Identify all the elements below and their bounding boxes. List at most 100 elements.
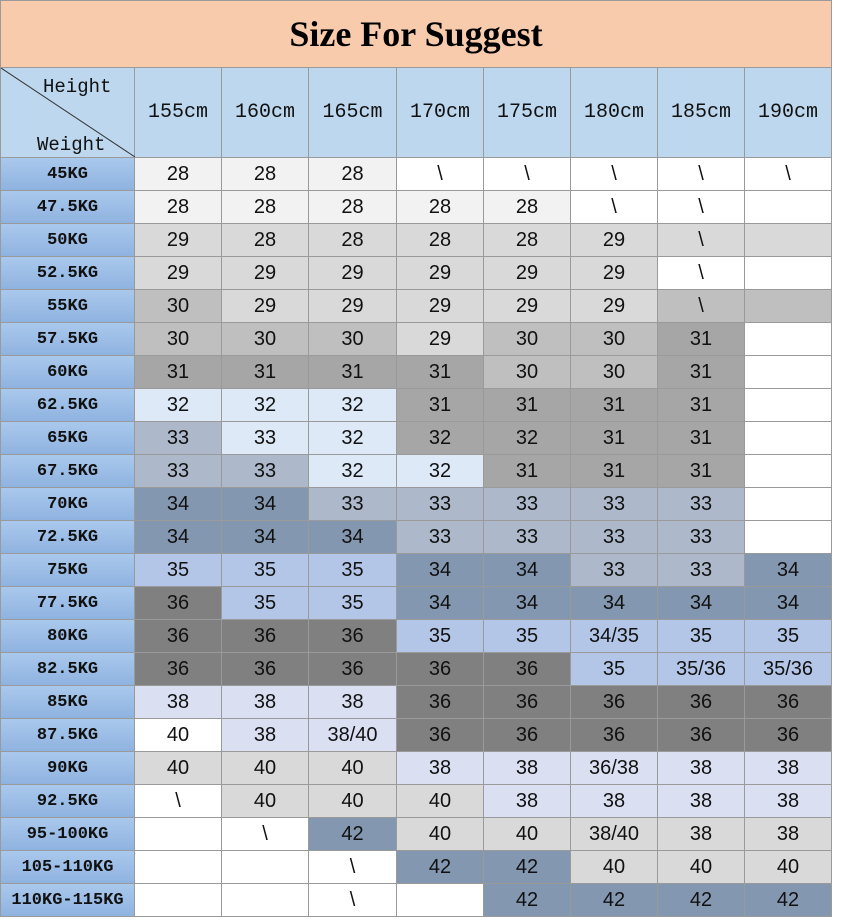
size-cell: 33 bbox=[222, 422, 309, 455]
column-header: 170cm bbox=[397, 68, 484, 158]
size-cell: 29 bbox=[397, 323, 484, 356]
size-cell bbox=[745, 356, 832, 389]
size-cell: 31 bbox=[571, 455, 658, 488]
row-label: 80KG bbox=[0, 620, 135, 653]
size-cell bbox=[135, 884, 222, 917]
size-cell: 30 bbox=[484, 323, 571, 356]
size-cell: 36 bbox=[484, 686, 571, 719]
size-cell: \ bbox=[309, 884, 397, 917]
size-cell: 36 bbox=[745, 686, 832, 719]
size-cell: 36 bbox=[397, 686, 484, 719]
size-cell: 38 bbox=[309, 686, 397, 719]
row-label: 72.5KG bbox=[0, 521, 135, 554]
size-cell: 31 bbox=[484, 455, 571, 488]
row-label: 50KG bbox=[0, 224, 135, 257]
column-header: 185cm bbox=[658, 68, 745, 158]
size-cell: 38/40 bbox=[571, 818, 658, 851]
size-cell: 38 bbox=[658, 818, 745, 851]
size-cell: 36 bbox=[222, 653, 309, 686]
corner-top: Height bbox=[43, 76, 112, 98]
size-cell: 31 bbox=[309, 356, 397, 389]
row-label: 52.5KG bbox=[0, 257, 135, 290]
row-label: 55KG bbox=[0, 290, 135, 323]
size-cell: \ bbox=[658, 158, 745, 191]
corner-cell: Height Weight bbox=[0, 68, 135, 158]
size-cell: 34 bbox=[484, 587, 571, 620]
row-label: 60KG bbox=[0, 356, 135, 389]
size-cell: 42 bbox=[658, 884, 745, 917]
size-cell: 28 bbox=[309, 224, 397, 257]
size-cell: 36 bbox=[397, 719, 484, 752]
size-cell: 33 bbox=[658, 554, 745, 587]
size-cell: 28 bbox=[397, 191, 484, 224]
size-cell: 35 bbox=[745, 620, 832, 653]
size-cell: 42 bbox=[397, 851, 484, 884]
size-cell: 34 bbox=[484, 554, 571, 587]
row-label: 77.5KG bbox=[0, 587, 135, 620]
size-cell: 35/36 bbox=[658, 653, 745, 686]
size-cell: 42 bbox=[484, 851, 571, 884]
row-label: 70KG bbox=[0, 488, 135, 521]
title: Size For Suggest bbox=[0, 0, 832, 68]
size-cell: 31 bbox=[135, 356, 222, 389]
size-cell: 33 bbox=[484, 521, 571, 554]
size-cell: 34 bbox=[397, 554, 484, 587]
size-cell bbox=[745, 389, 832, 422]
size-cell: 40 bbox=[658, 851, 745, 884]
size-cell: 36 bbox=[397, 653, 484, 686]
size-cell: 33 bbox=[571, 488, 658, 521]
size-cell: 36 bbox=[309, 620, 397, 653]
size-cell: \ bbox=[658, 191, 745, 224]
size-cell: 34 bbox=[745, 587, 832, 620]
size-cell: 38 bbox=[135, 686, 222, 719]
size-cell: 34 bbox=[222, 521, 309, 554]
size-cell bbox=[745, 257, 832, 290]
size-cell: 40 bbox=[309, 752, 397, 785]
size-cell: 34 bbox=[135, 488, 222, 521]
size-cell bbox=[745, 521, 832, 554]
size-cell: 31 bbox=[571, 422, 658, 455]
size-cell bbox=[397, 884, 484, 917]
size-cell: 40 bbox=[571, 851, 658, 884]
size-cell: 34 bbox=[571, 587, 658, 620]
size-cell: 31 bbox=[658, 323, 745, 356]
size-cell: 35 bbox=[484, 620, 571, 653]
size-cell: 29 bbox=[309, 257, 397, 290]
size-cell: 28 bbox=[484, 224, 571, 257]
size-cell: 32 bbox=[397, 455, 484, 488]
size-cell: 33 bbox=[484, 488, 571, 521]
size-cell: 40 bbox=[484, 818, 571, 851]
size-cell: 38 bbox=[745, 785, 832, 818]
size-cell: 36 bbox=[571, 686, 658, 719]
size-cell: 31 bbox=[658, 356, 745, 389]
size-cell: 31 bbox=[397, 389, 484, 422]
size-cell: 36 bbox=[135, 653, 222, 686]
size-cell: 28 bbox=[484, 191, 571, 224]
size-cell: 35 bbox=[658, 620, 745, 653]
size-cell: 29 bbox=[571, 290, 658, 323]
row-label: 110KG-115KG bbox=[0, 884, 135, 917]
size-cell bbox=[745, 224, 832, 257]
size-cell: 33 bbox=[571, 521, 658, 554]
row-label: 95-100KG bbox=[0, 818, 135, 851]
size-cell: 29 bbox=[222, 257, 309, 290]
size-cell: 40 bbox=[222, 785, 309, 818]
size-cell: 35 bbox=[571, 653, 658, 686]
row-label: 82.5KG bbox=[0, 653, 135, 686]
size-cell: 38 bbox=[397, 752, 484, 785]
size-cell: 28 bbox=[135, 191, 222, 224]
size-cell: 28 bbox=[222, 224, 309, 257]
size-cell: 38 bbox=[745, 752, 832, 785]
size-cell: 33 bbox=[309, 488, 397, 521]
size-cell: 29 bbox=[309, 290, 397, 323]
size-cell: 32 bbox=[397, 422, 484, 455]
size-cell: 31 bbox=[658, 455, 745, 488]
size-cell: 35 bbox=[309, 554, 397, 587]
size-cell: 35/36 bbox=[745, 653, 832, 686]
size-cell: 33 bbox=[397, 521, 484, 554]
size-cell: 42 bbox=[484, 884, 571, 917]
row-label: 90KG bbox=[0, 752, 135, 785]
row-label: 65KG bbox=[0, 422, 135, 455]
size-cell: 31 bbox=[571, 389, 658, 422]
size-cell: \ bbox=[745, 158, 832, 191]
